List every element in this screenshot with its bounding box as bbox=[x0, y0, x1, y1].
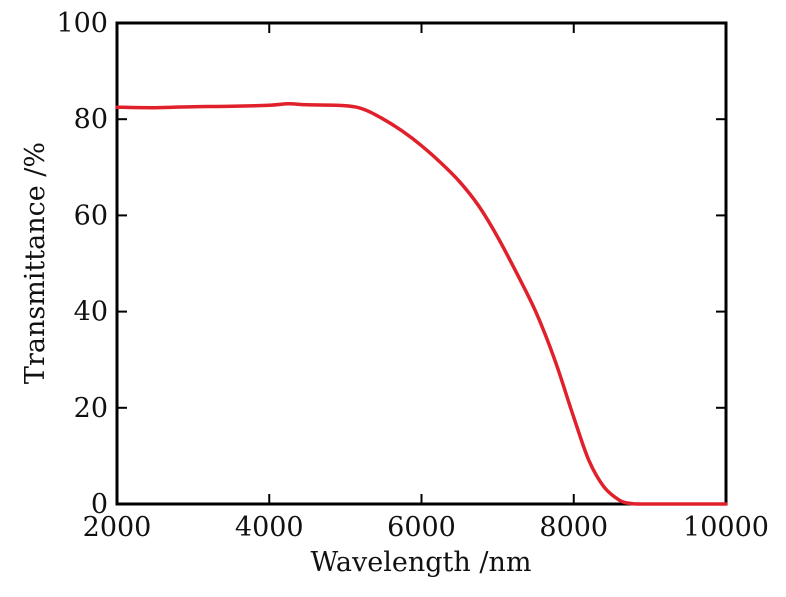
y-axis-title: Transmittance /% bbox=[20, 142, 51, 384]
x-tick-label: 4000 bbox=[235, 512, 304, 543]
y-tick-label: 0 bbox=[91, 489, 108, 520]
y-tick-label: 40 bbox=[74, 297, 108, 328]
x-axis-title: Wavelength /nm bbox=[311, 547, 532, 578]
x-tick-label: 6000 bbox=[387, 512, 456, 543]
series-line-transmittance bbox=[115, 102, 728, 506]
plot-area-frame bbox=[115, 21, 728, 506]
x-tick-label: 10000 bbox=[683, 512, 769, 543]
x-axis-ticks: 2000 4000 6000 8000 10000 bbox=[83, 23, 769, 543]
y-tick-label: 80 bbox=[74, 104, 108, 135]
y-tick-label: 20 bbox=[74, 393, 108, 424]
y-tick-label: 60 bbox=[74, 200, 108, 231]
y-axis-ticks: 0 20 40 60 80 100 bbox=[56, 8, 726, 520]
series-layer bbox=[115, 102, 728, 506]
x-tick-label: 8000 bbox=[539, 512, 608, 543]
y-tick-label: 100 bbox=[56, 8, 108, 39]
x-tick-label: 2000 bbox=[83, 512, 152, 543]
